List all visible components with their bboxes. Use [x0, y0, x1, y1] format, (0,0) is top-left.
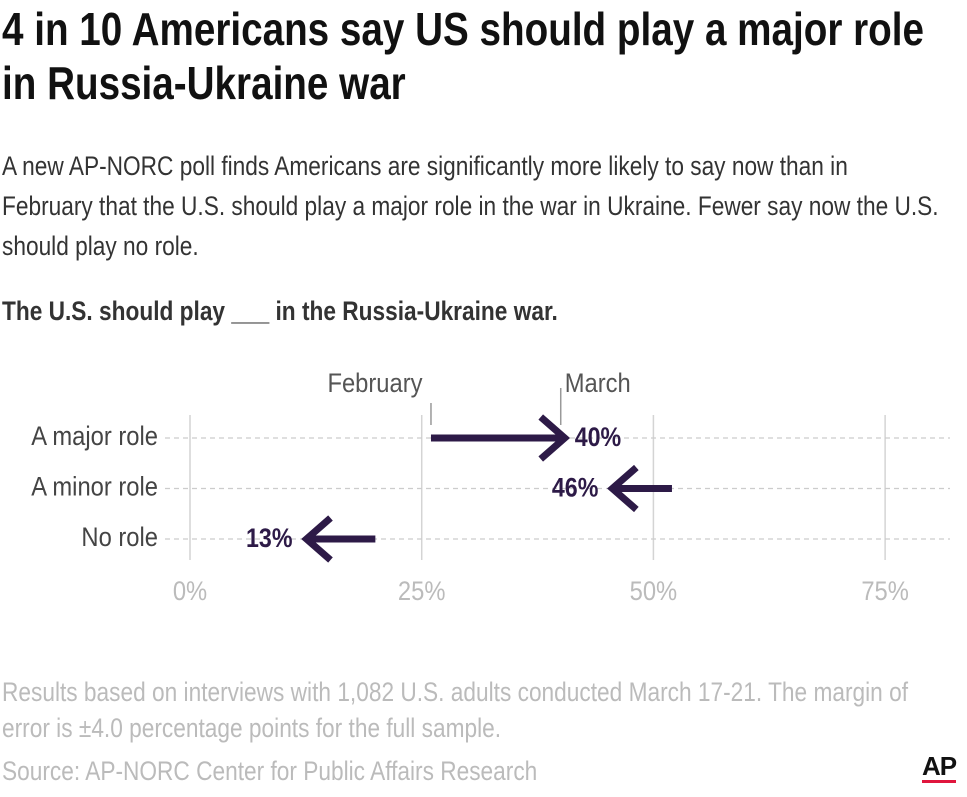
- x-tick-label: 25%: [398, 577, 446, 607]
- subtitle: A new AP-NORC poll finds Americans are s…: [2, 151, 939, 261]
- data-label: 13%: [246, 524, 292, 554]
- chart-title: 4 in 10 Americans say US should play a m…: [2, 3, 925, 109]
- x-tick-label: 0%: [173, 577, 207, 607]
- y-tick-label: A major role: [31, 422, 158, 452]
- x-tick-label: 75%: [861, 577, 909, 607]
- y-tick-label: No role: [81, 523, 158, 553]
- x-tick-label: 50%: [630, 577, 678, 607]
- data-label: 40%: [575, 423, 621, 453]
- note: Results based on interviews with 1,082 U…: [2, 677, 909, 743]
- arrow: [430, 414, 571, 462]
- arrow: [607, 464, 672, 513]
- arrow: [301, 515, 376, 563]
- y-tick-label: A minor role: [31, 472, 158, 502]
- chart: 0% 25% 50% 75% A major role A minor role No ro…: [31, 369, 950, 607]
- logo: AP: [922, 751, 957, 783]
- legend-label: February: [327, 369, 422, 399]
- legend-label: March: [565, 369, 631, 399]
- source: Source: AP-NORC Center for Public Affair…: [2, 756, 538, 786]
- data-label: 46%: [552, 473, 598, 503]
- question: The U.S. should play ___ in the Russia-U…: [2, 296, 558, 326]
